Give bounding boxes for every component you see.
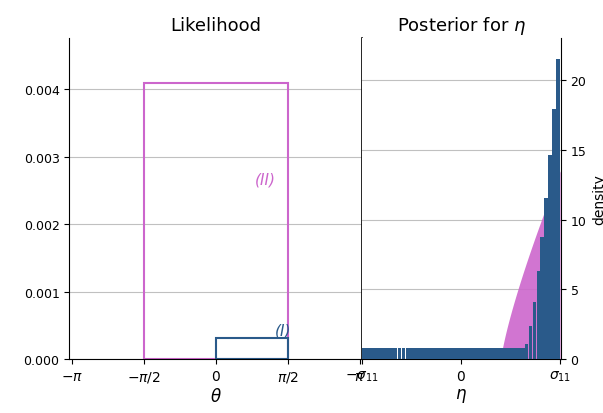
Bar: [362, 348, 366, 359]
Bar: [453, 348, 457, 359]
Bar: [557, 60, 560, 359]
Bar: [425, 348, 429, 359]
Bar: [485, 348, 489, 359]
Bar: [390, 348, 394, 359]
Bar: [409, 348, 414, 359]
Bar: [414, 348, 417, 359]
Bar: [405, 348, 409, 359]
X-axis label: $\eta$: $\eta$: [455, 386, 467, 404]
Bar: [513, 348, 517, 359]
Bar: [216, 338, 288, 359]
Bar: [429, 348, 433, 359]
Bar: [377, 348, 382, 359]
Bar: [449, 348, 453, 359]
Bar: [402, 348, 405, 359]
Bar: [481, 348, 485, 359]
Bar: [509, 348, 513, 359]
Bar: [144, 83, 288, 359]
Bar: [497, 348, 500, 359]
Bar: [525, 344, 528, 359]
Bar: [517, 348, 520, 359]
Bar: [540, 237, 545, 359]
Title: Likelihood: Likelihood: [170, 17, 261, 35]
Bar: [465, 348, 469, 359]
Y-axis label: density: density: [592, 174, 603, 225]
Bar: [529, 327, 532, 359]
Bar: [421, 348, 425, 359]
Bar: [366, 348, 370, 359]
Bar: [548, 155, 552, 359]
Bar: [445, 348, 449, 359]
Bar: [461, 348, 465, 359]
Bar: [386, 348, 390, 359]
Bar: [370, 348, 374, 359]
Bar: [505, 348, 509, 359]
Bar: [532, 302, 537, 359]
Title: Posterior for $\eta$: Posterior for $\eta$: [397, 15, 526, 37]
Bar: [552, 109, 557, 359]
Bar: [441, 348, 445, 359]
X-axis label: $\theta$: $\theta$: [210, 387, 221, 405]
Bar: [493, 348, 497, 359]
Bar: [382, 348, 385, 359]
Bar: [473, 348, 477, 359]
Bar: [374, 348, 377, 359]
Bar: [469, 348, 473, 359]
Bar: [545, 198, 548, 359]
Bar: [434, 348, 437, 359]
Bar: [397, 348, 402, 359]
Bar: [437, 348, 441, 359]
Bar: [537, 272, 540, 359]
Text: (I): (I): [275, 323, 292, 338]
Bar: [417, 348, 421, 359]
Bar: [489, 348, 493, 359]
Bar: [500, 348, 505, 359]
Bar: [477, 348, 481, 359]
Bar: [457, 348, 461, 359]
Text: (II): (II): [254, 172, 276, 187]
Bar: [394, 348, 397, 359]
Bar: [520, 348, 525, 359]
